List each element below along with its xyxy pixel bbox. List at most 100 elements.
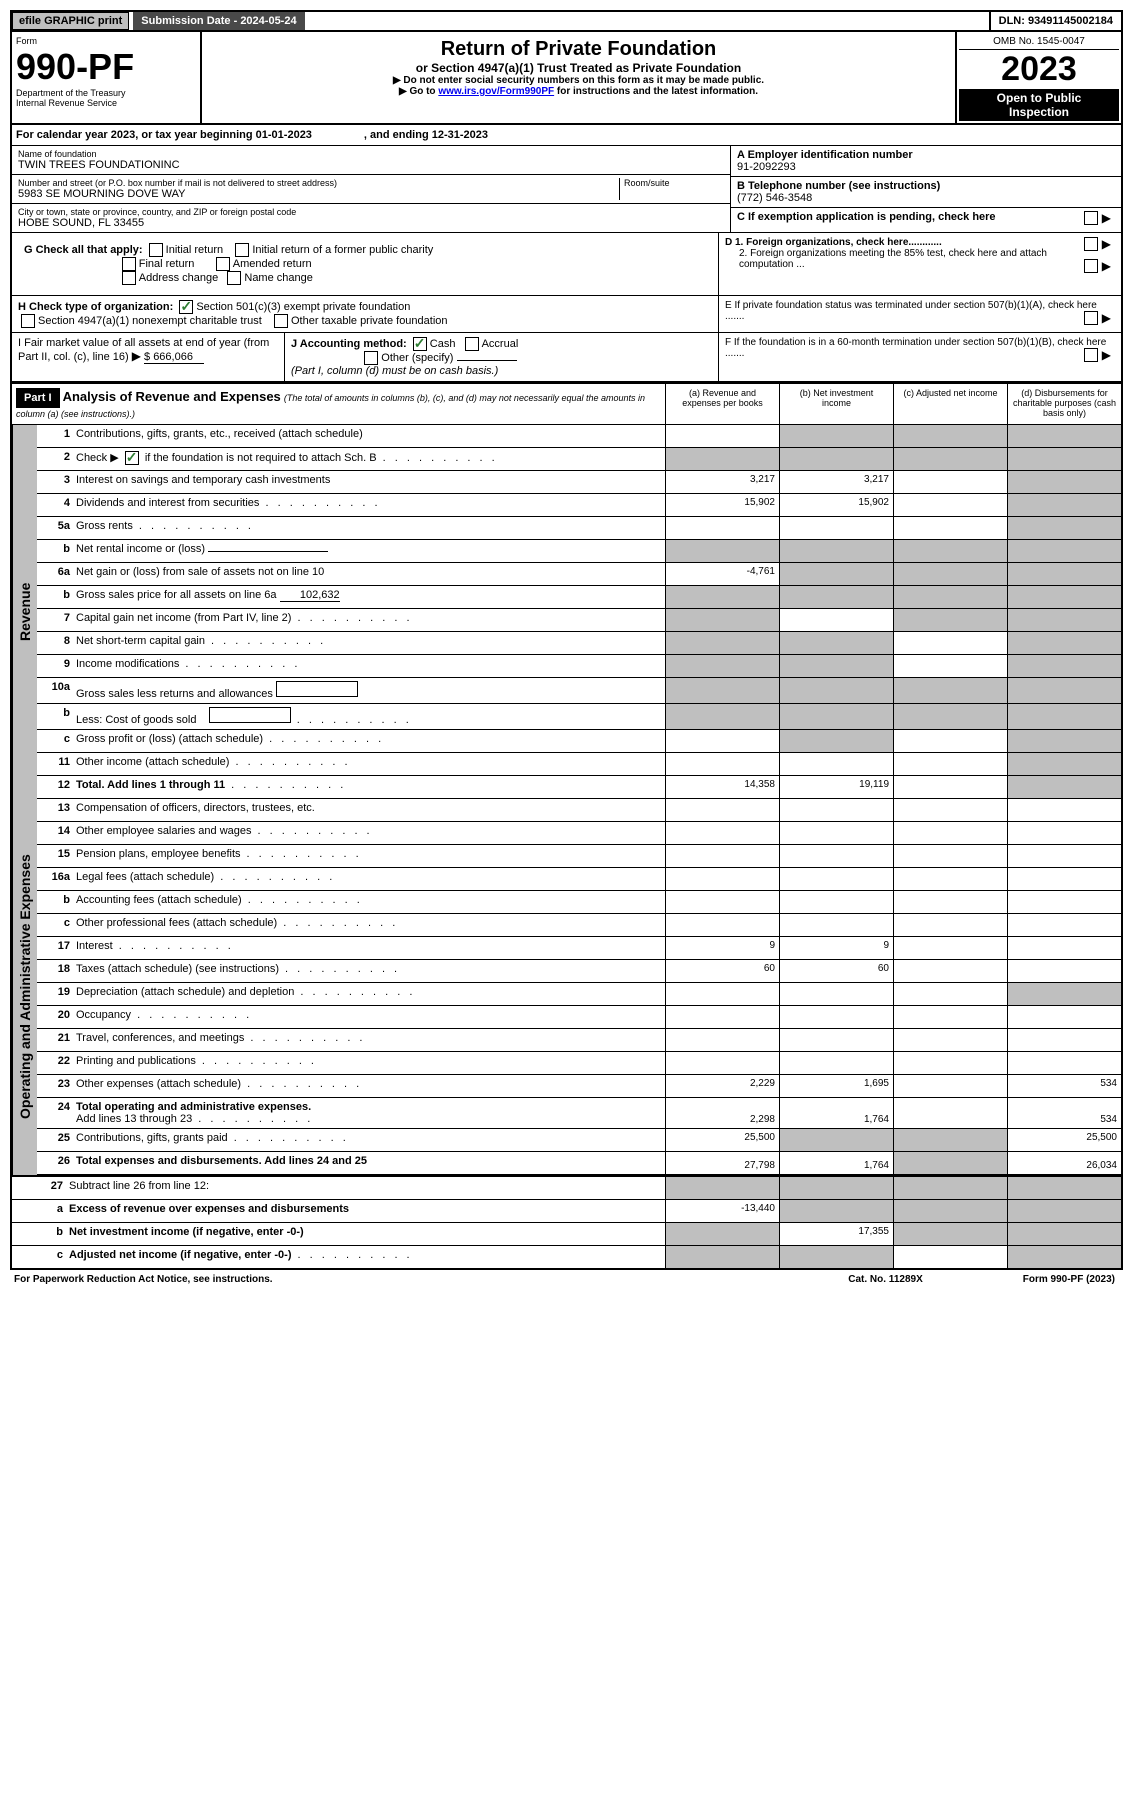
form-header: Form 990-PF Department of the Treasury I… bbox=[12, 32, 1121, 125]
line-19: Depreciation (attach schedule) and deple… bbox=[73, 983, 665, 1005]
val-26d: 26,034 bbox=[1007, 1152, 1121, 1174]
col-c-header: (c) Adjusted net income bbox=[893, 384, 1007, 424]
line-20: Occupancy bbox=[73, 1006, 665, 1028]
j-cash: Cash bbox=[430, 338, 456, 350]
revenue-section: Revenue 1Contributions, gifts, grants, e… bbox=[12, 425, 1121, 799]
line-3: Interest on savings and temporary cash i… bbox=[73, 471, 665, 493]
line-8: Net short-term capital gain bbox=[73, 632, 665, 654]
h-opt-3: Other taxable private foundation bbox=[291, 315, 448, 327]
line-25: Contributions, gifts, grants paid bbox=[73, 1129, 665, 1151]
part1-label: Part I bbox=[16, 388, 60, 408]
form-990pf: efile GRAPHIC print Submission Date - 20… bbox=[10, 10, 1123, 1270]
form990pf-link[interactable]: www.irs.gov/Form990PF bbox=[438, 86, 554, 97]
val-23d: 534 bbox=[1007, 1075, 1121, 1097]
other-taxable-checkbox[interactable] bbox=[274, 314, 288, 328]
line-16a: Legal fees (attach schedule) bbox=[73, 868, 665, 890]
line-2: Check ▶ if the foundation is not require… bbox=[73, 448, 665, 470]
h-opt-1: Section 501(c)(3) exempt private foundat… bbox=[196, 301, 410, 313]
line-23: Other expenses (attach schedule) bbox=[73, 1075, 665, 1097]
dln-number: DLN: 93491145002184 bbox=[989, 12, 1121, 30]
val-24d: 534 bbox=[1007, 1098, 1121, 1128]
val-26a: 27,798 bbox=[665, 1152, 779, 1174]
exemption-checkbox[interactable] bbox=[1084, 211, 1098, 225]
e-checkbox[interactable] bbox=[1084, 311, 1098, 325]
g-opt-3: Amended return bbox=[233, 258, 312, 270]
arrow-icon: ▶ bbox=[1102, 348, 1111, 362]
inspection-line2: Inspection bbox=[961, 105, 1117, 119]
line-12: Total. Add lines 1 through 11 bbox=[73, 776, 665, 798]
expenses-side-label: Operating and Administrative Expenses bbox=[12, 799, 37, 1175]
form-label: Form bbox=[16, 36, 196, 46]
instr2-post: for instructions and the latest informat… bbox=[554, 86, 758, 97]
line-14: Other employee salaries and wages bbox=[73, 822, 665, 844]
final-return-checkbox[interactable] bbox=[122, 257, 136, 271]
initial-return-checkbox[interactable] bbox=[149, 243, 163, 257]
footer-mid: Cat. No. 11289X bbox=[848, 1274, 922, 1285]
d1-checkbox[interactable] bbox=[1084, 237, 1098, 251]
d1-label: D 1. Foreign organizations, check here..… bbox=[725, 237, 942, 248]
other-method-checkbox[interactable] bbox=[364, 351, 378, 365]
street-label: Number and street (or P.O. box number if… bbox=[18, 178, 619, 188]
val-25d: 25,500 bbox=[1007, 1129, 1121, 1151]
line-22: Printing and publications bbox=[73, 1052, 665, 1074]
g-opt-1: Initial return of a former public charit… bbox=[252, 244, 433, 256]
line-27c: Adjusted net income (if negative, enter … bbox=[66, 1246, 665, 1268]
line-11: Other income (attach schedule) bbox=[73, 753, 665, 775]
accrual-checkbox[interactable] bbox=[465, 337, 479, 351]
j-other: Other (specify) bbox=[381, 352, 453, 364]
inspection-badge: Open to Public Inspection bbox=[959, 89, 1119, 121]
name-label: Name of foundation bbox=[18, 149, 724, 159]
cal-mid: , and ending bbox=[364, 129, 432, 141]
val-4a: 15,902 bbox=[665, 494, 779, 516]
val-24a: 2,298 bbox=[665, 1098, 779, 1128]
form-subtitle: or Section 4947(a)(1) Trust Treated as P… bbox=[208, 61, 949, 75]
exemption-label: C If exemption application is pending, c… bbox=[737, 211, 996, 223]
name-change-checkbox[interactable] bbox=[227, 271, 241, 285]
line-18: Taxes (attach schedule) (see instruction… bbox=[73, 960, 665, 982]
part1-title: Analysis of Revenue and Expenses bbox=[63, 389, 281, 404]
foundation-info: Name of foundation TWIN TREES FOUNDATION… bbox=[12, 146, 1121, 233]
501c3-checkbox[interactable] bbox=[179, 300, 193, 314]
val-18b: 60 bbox=[779, 960, 893, 982]
val-3a: 3,217 bbox=[665, 471, 779, 493]
col-d-header: (d) Disbursements for charitable purpose… bbox=[1007, 384, 1121, 424]
line-5a: Gross rents bbox=[73, 517, 665, 539]
page-footer: For Paperwork Reduction Act Notice, see … bbox=[10, 1270, 1119, 1289]
val-12a: 14,358 bbox=[665, 776, 779, 798]
4947-checkbox[interactable] bbox=[21, 314, 35, 328]
submission-date: Submission Date - 2024-05-24 bbox=[133, 12, 304, 30]
f-label: F If the foundation is in a 60-month ter… bbox=[725, 337, 1106, 359]
line-17: Interest bbox=[73, 937, 665, 959]
d2-checkbox[interactable] bbox=[1084, 259, 1098, 273]
line-6a: Net gain or (loss) from sale of assets n… bbox=[73, 563, 665, 585]
val-17b: 9 bbox=[779, 937, 893, 959]
instruction-1: ▶ Do not enter social security numbers o… bbox=[208, 75, 949, 86]
val-26b: 1,764 bbox=[779, 1152, 893, 1174]
initial-former-checkbox[interactable] bbox=[235, 243, 249, 257]
line-24: Total operating and administrative expen… bbox=[73, 1098, 665, 1128]
col-a-header: (a) Revenue and expenses per books bbox=[665, 384, 779, 424]
fmv-value: $ 666,066 bbox=[144, 351, 204, 364]
cal-pre: For calendar year 2023, or tax year begi… bbox=[16, 129, 256, 141]
phone-value: (772) 546-3548 bbox=[737, 192, 1115, 204]
schb-checkbox[interactable] bbox=[125, 451, 139, 465]
f-checkbox[interactable] bbox=[1084, 348, 1098, 362]
line-9: Income modifications bbox=[73, 655, 665, 677]
irs-label: Internal Revenue Service bbox=[16, 98, 196, 108]
arrow-icon: ▶ bbox=[1102, 211, 1111, 225]
address-change-checkbox[interactable] bbox=[122, 271, 136, 285]
line-7: Capital gain net income (from Part IV, l… bbox=[73, 609, 665, 631]
omb-number: OMB No. 1545-0047 bbox=[959, 34, 1119, 50]
efile-print-button[interactable]: efile GRAPHIC print bbox=[12, 12, 129, 30]
instr2-pre: ▶ Go to bbox=[399, 86, 438, 97]
amended-return-checkbox[interactable] bbox=[216, 257, 230, 271]
line-27a: Excess of revenue over expenses and disb… bbox=[66, 1200, 665, 1222]
line-26: Total expenses and disbursements. Add li… bbox=[73, 1152, 665, 1174]
i-j-section: I Fair market value of all assets at end… bbox=[12, 333, 1121, 382]
form-title: Return of Private Foundation bbox=[208, 38, 949, 61]
val-23a: 2,229 bbox=[665, 1075, 779, 1097]
line-10a: Gross sales less returns and allowances bbox=[73, 678, 665, 703]
line-27b: Net investment income (if negative, ente… bbox=[66, 1223, 665, 1245]
cash-checkbox[interactable] bbox=[413, 337, 427, 351]
line-27: Subtract line 26 from line 12: bbox=[66, 1177, 665, 1199]
